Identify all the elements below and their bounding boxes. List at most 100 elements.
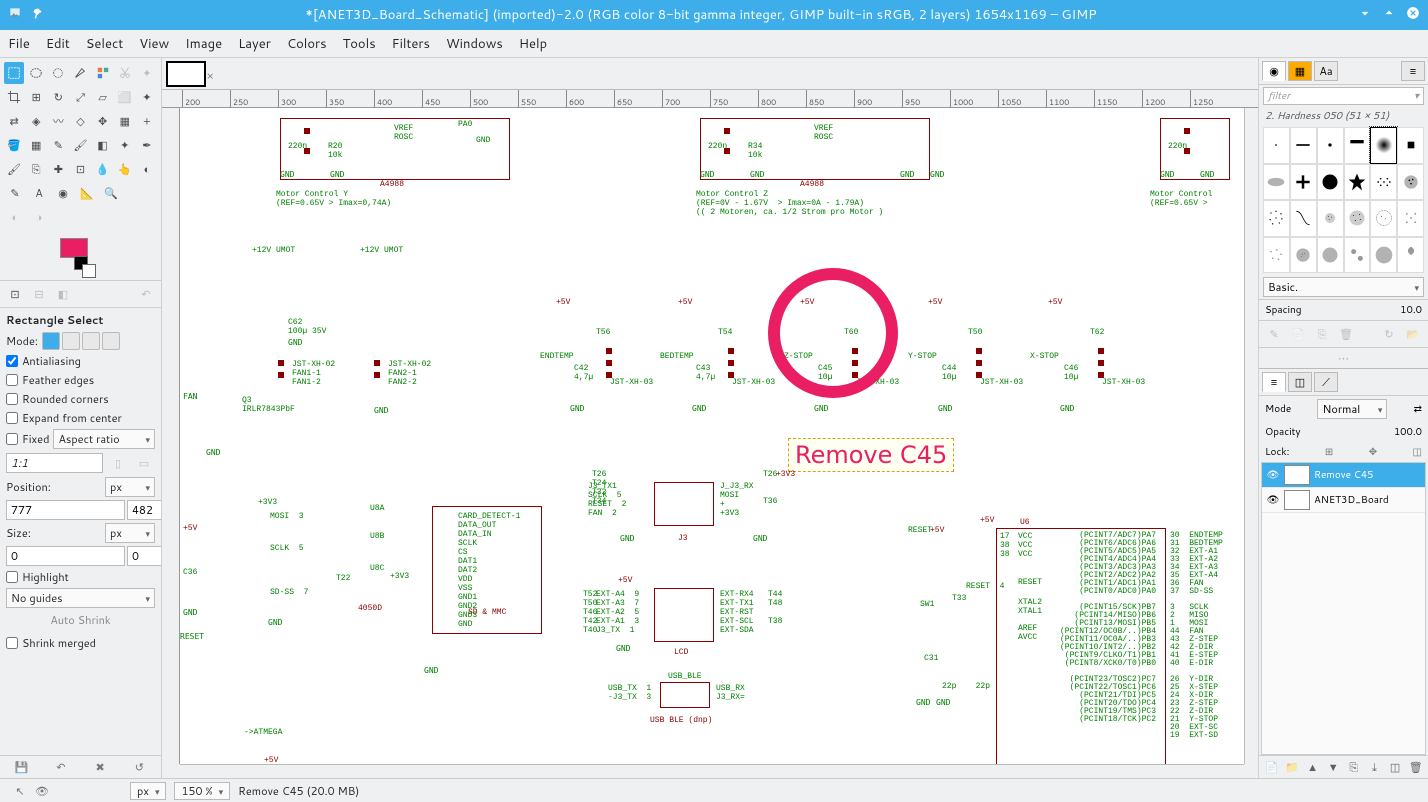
brush-preset-dropdown[interactable]: Basic. — [1263, 277, 1424, 297]
duplicate-layer-icon[interactable]: ⎘ — [1345, 759, 1363, 775]
pin-icon[interactable] — [30, 6, 44, 25]
tool-flip[interactable]: ⇄ — [4, 110, 24, 132]
brush-7[interactable] — [1263, 164, 1290, 201]
tool-shear[interactable]: ▱ — [93, 86, 113, 108]
fixed-mode-dropdown[interactable]: Aspect ratio — [53, 429, 155, 449]
tool-unified-transform[interactable]: ⊞ — [26, 86, 46, 108]
tool-measure[interactable]: 📐 — [76, 182, 98, 204]
menu-view[interactable]: View — [139, 35, 169, 53]
minimize-icon[interactable] — [1358, 6, 1372, 25]
rounded-checkbox[interactable] — [6, 393, 18, 405]
brush-spacing-row[interactable]: Spacing 10.0 — [1259, 299, 1428, 320]
tool-gradient[interactable]: ▦ — [26, 134, 46, 156]
menu-select[interactable]: Select — [86, 35, 123, 53]
auto-shrink-button[interactable]: Auto Shrink — [6, 608, 155, 632]
menu-edit[interactable]: Edit — [46, 35, 70, 53]
tool-dodge[interactable]: ◐ — [137, 158, 157, 180]
brush-edit-icon[interactable]: ✎ — [1263, 323, 1285, 345]
patterns-tab[interactable]: ▦ — [1288, 61, 1312, 81]
tool-text[interactable]: A — [28, 182, 50, 204]
image-tab-1[interactable]: × — [166, 61, 206, 87]
brush-11[interactable] — [1370, 164, 1397, 201]
brush-dup-icon[interactable]: ⎘ — [1311, 323, 1333, 345]
mode-switch-icon[interactable]: ⇄ — [1414, 402, 1422, 416]
pos-x-input[interactable] — [6, 500, 125, 520]
mode-subtract[interactable] — [82, 332, 100, 350]
menu-file[interactable]: File — [8, 35, 30, 53]
tool-perspective-clone[interactable]: ⊡ — [70, 158, 90, 180]
tool-fuzzy-select[interactable] — [70, 62, 90, 84]
shrink-merged-checkbox[interactable] — [6, 637, 18, 649]
tool-color-picker[interactable]: ◉ — [52, 182, 74, 204]
brushes-tab[interactable]: ◉ — [1262, 61, 1286, 81]
brush-24[interactable] — [1397, 237, 1424, 274]
brush-4[interactable] — [1344, 127, 1371, 164]
tool-clone[interactable]: ⎘ — [26, 158, 46, 180]
layer-row-2[interactable]: 👁 ANET3D_Board — [1262, 488, 1425, 513]
lower-layer-icon[interactable]: ▼ — [1324, 759, 1342, 775]
color-area[interactable] — [0, 234, 161, 280]
tool-ops1[interactable]: ◐ — [4, 206, 26, 228]
antialiasing-checkbox[interactable] — [6, 355, 18, 367]
brush-del-icon[interactable]: 🗑 — [1335, 323, 1357, 345]
horizontal-ruler[interactable]: 2002503003504004505005506006507007508008… — [162, 90, 1258, 108]
tool-blur[interactable]: 💧 — [93, 158, 113, 180]
tool-ops2[interactable]: ◑ — [28, 206, 50, 228]
tool-heal[interactable]: ✚ — [48, 158, 68, 180]
brush-6[interactable] — [1397, 127, 1424, 164]
brush-14[interactable] — [1290, 200, 1317, 237]
new-layer-icon[interactable]: 📄 — [1262, 759, 1280, 775]
brush-18[interactable] — [1397, 200, 1424, 237]
tool-color-select[interactable] — [93, 62, 113, 84]
menu-filters[interactable]: Filters — [392, 35, 430, 53]
delete-layer-icon[interactable]: 🗑 — [1407, 759, 1425, 775]
tool-paintbrush[interactable]: 🖌 — [70, 134, 90, 156]
restore-tool-options-icon[interactable]: ↶ — [52, 759, 70, 775]
tool-pencil[interactable]: ✎ — [48, 134, 68, 156]
brush-19[interactable] — [1263, 237, 1290, 274]
tool-airbrush[interactable]: ✦ — [115, 134, 135, 156]
blend-mode-dropdown[interactable]: Normal — [1317, 399, 1387, 419]
size-h-input[interactable] — [127, 546, 161, 566]
history-tab[interactable]: ≡ — [1401, 61, 1425, 81]
tab-close-icon[interactable]: × — [206, 67, 214, 84]
lock-position-icon[interactable]: ✥ — [1369, 445, 1377, 459]
new-group-icon[interactable]: 📁 — [1283, 759, 1301, 775]
tool-scissors[interactable] — [115, 62, 135, 84]
menu-image[interactable]: Image — [185, 35, 222, 53]
undo-tab[interactable]: ↶ — [135, 283, 157, 305]
highlight-checkbox[interactable] — [6, 571, 18, 583]
brush-open-icon[interactable]: 📂 — [1402, 323, 1424, 345]
layers-tab[interactable]: ≡ — [1262, 372, 1286, 392]
fonts-tab[interactable]: Aa — [1314, 61, 1338, 81]
tool-align[interactable]: ▦ — [115, 110, 135, 132]
delete-tool-options-icon[interactable]: ✖ — [91, 759, 109, 775]
menu-colors[interactable]: Colors — [287, 35, 327, 53]
brush-8[interactable] — [1290, 164, 1317, 201]
tooloptions-tab[interactable]: ⊡ — [4, 283, 26, 305]
merge-down-icon[interactable]: ⤓ — [1365, 759, 1383, 775]
tool-rotate[interactable]: ↻ — [48, 86, 68, 108]
brush-22[interactable] — [1344, 237, 1371, 274]
tool-eraser[interactable]: ◧ — [93, 134, 113, 156]
brush-23[interactable] — [1370, 237, 1397, 274]
tool-rect-select[interactable] — [4, 62, 24, 84]
brush-15[interactable] — [1317, 200, 1344, 237]
mode-intersect[interactable] — [102, 332, 120, 350]
tool-zoom[interactable]: 🔍 — [100, 182, 122, 204]
brush-16[interactable] — [1344, 200, 1371, 237]
fixed-checkbox[interactable] — [6, 433, 18, 445]
images-tab[interactable]: ◧ — [52, 283, 74, 305]
reset-tool-options-icon[interactable]: ↺ — [130, 759, 148, 775]
vertical-scrollbar[interactable] — [1244, 108, 1258, 764]
brush-17[interactable] — [1370, 200, 1397, 237]
ratio-landscape[interactable]: ▭ — [133, 452, 155, 474]
tool-mypaint[interactable]: 🖌 — [4, 158, 24, 180]
brush-refresh-icon[interactable]: ↻ — [1378, 323, 1400, 345]
tool-paths[interactable]: ✎ — [4, 182, 26, 204]
tool-handle[interactable]: ◇ — [70, 110, 90, 132]
guides-dropdown[interactable]: No guides — [6, 588, 155, 608]
visibility-icon[interactable]: 👁 — [1266, 468, 1280, 482]
brush-20[interactable] — [1290, 237, 1317, 274]
mode-replace[interactable] — [42, 332, 60, 350]
